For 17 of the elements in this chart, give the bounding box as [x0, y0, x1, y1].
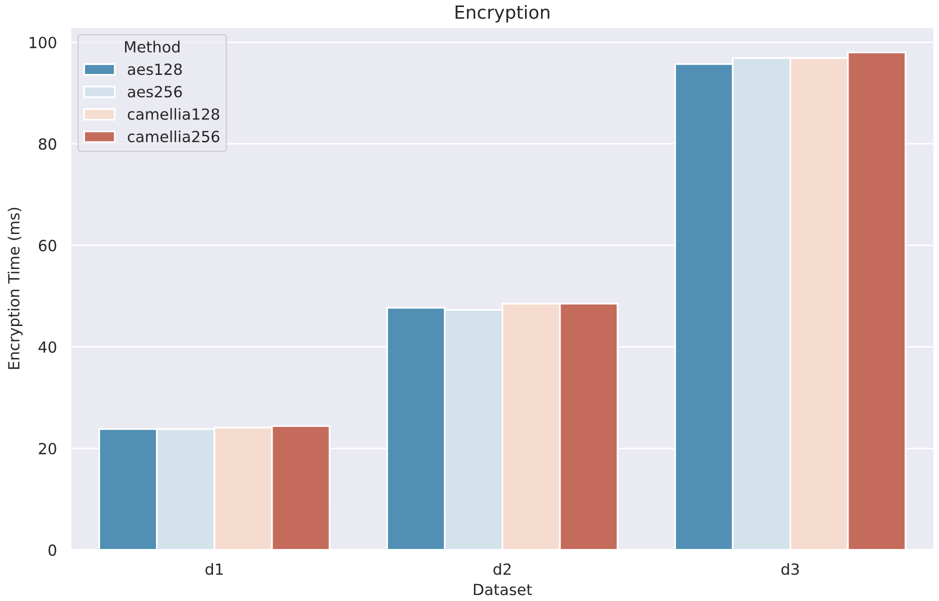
- legend-title: Method: [125, 40, 180, 53]
- x-tick-label: d1: [206, 563, 223, 575]
- x-tick-label: d2: [494, 563, 511, 575]
- y-axis-title: Encryption Time (ms): [8, 208, 23, 369]
- chart-title: Encryption: [456, 4, 550, 22]
- x-axis-title: Dataset: [474, 584, 532, 596]
- y-tick-label: 80: [38, 138, 56, 150]
- legend-label: camellia256: [128, 130, 220, 142]
- legend-label: aes256: [128, 86, 182, 98]
- y-tick-label: 60: [38, 240, 56, 252]
- y-tick-label: 20: [38, 442, 56, 454]
- y-tick-label: 40: [38, 341, 56, 353]
- y-tick-label: 0: [48, 544, 56, 556]
- x-tick-label: d3: [781, 563, 799, 575]
- legend-label: camellia128: [128, 108, 220, 120]
- y-tick-label: 100: [30, 36, 56, 48]
- legend-label: aes128: [128, 63, 182, 76]
